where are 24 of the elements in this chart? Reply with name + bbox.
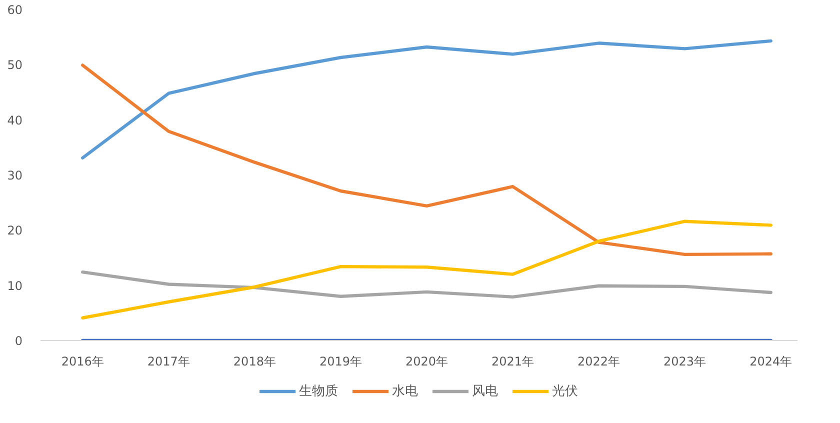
- x-tick-label: 2024年: [750, 354, 792, 368]
- x-tick-label: 2019年: [319, 354, 362, 368]
- x-tick-label: 2022年: [578, 354, 620, 368]
- line-series: [81, 220, 772, 320]
- line-series: [81, 270, 772, 299]
- x-tick-label: 2016年: [61, 354, 104, 368]
- y-tick-label: 50: [7, 58, 23, 72]
- y-tick-label: 40: [7, 113, 23, 128]
- x-tick-label: 2018年: [233, 354, 276, 368]
- x-tick-label: 2021年: [491, 354, 534, 368]
- y-tick-label: 30: [7, 168, 23, 182]
- legend-label: 光伏: [552, 383, 578, 400]
- y-tick-label: 0: [14, 334, 23, 348]
- line-series: [81, 39, 772, 160]
- line-series: [81, 64, 772, 256]
- y-tick-label: 20: [7, 224, 23, 238]
- y-tick-label: 60: [7, 3, 23, 17]
- y-tick-label: 10: [7, 278, 23, 293]
- x-tick-label: 2023年: [664, 354, 706, 368]
- x-tick-label: 2020年: [405, 354, 448, 368]
- legend-label: 水电: [392, 383, 418, 400]
- x-tick-label: 2017年: [147, 354, 190, 368]
- legend-label: 生物质: [299, 383, 338, 400]
- legend-label: 风电: [472, 383, 498, 400]
